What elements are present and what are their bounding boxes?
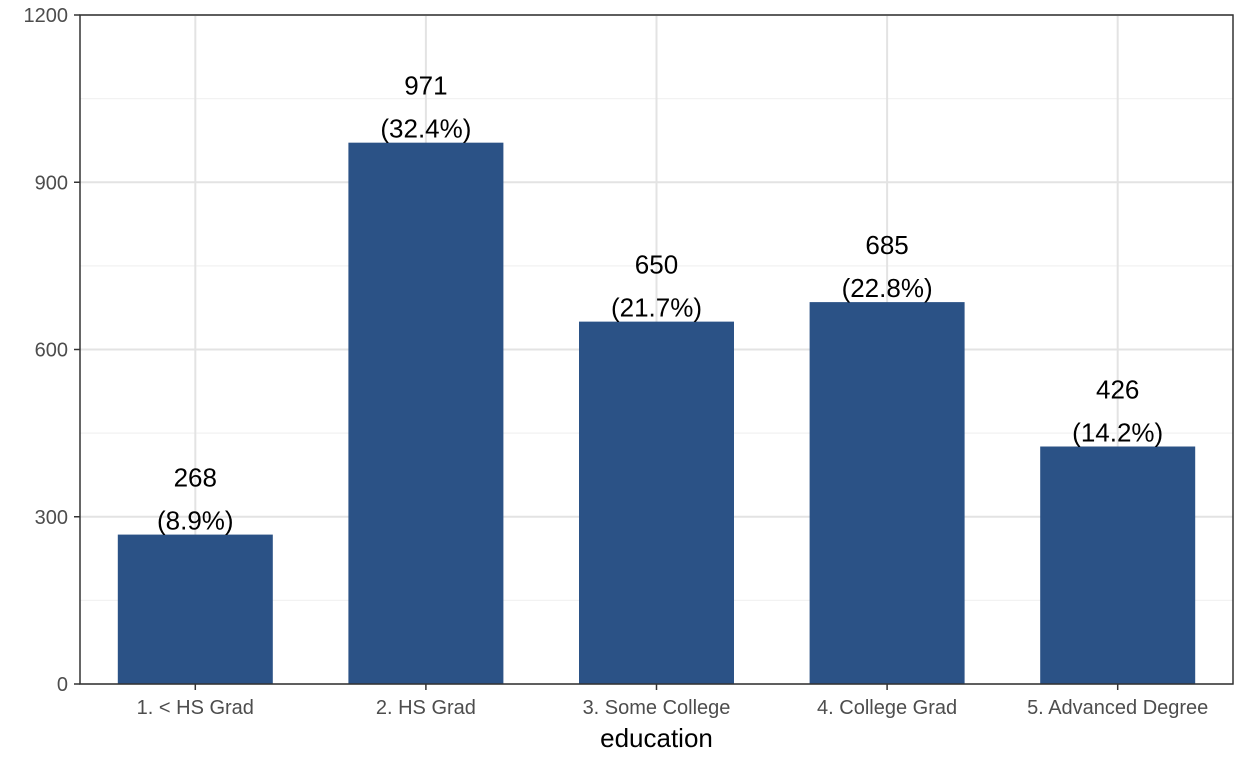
y-tick-label: 0: [57, 674, 68, 696]
y-tick-label: 300: [35, 507, 68, 529]
bar: [348, 142, 504, 685]
bar: [579, 321, 734, 684]
bar-value-label: 971: [404, 71, 447, 101]
bar-value-label: 426: [1096, 375, 1139, 405]
x-axis-title: education: [600, 723, 713, 753]
bar-percent-label: (8.9%): [157, 506, 234, 536]
bar: [809, 302, 965, 684]
bar-value-label: 650: [635, 250, 678, 280]
bars-layer: [117, 142, 1196, 685]
y-tick-label: 1200: [24, 5, 69, 27]
bar-percent-label: (32.4%): [380, 114, 471, 144]
bar-percent-label: (22.8%): [842, 273, 933, 303]
x-tick-label: 4. College Grad: [817, 697, 957, 719]
x-tick-label: 1. < HS Grad: [137, 697, 254, 719]
x-tick-label: 3. Some College: [583, 697, 731, 719]
bar-percent-label: (14.2%): [1072, 418, 1163, 448]
x-tick-label: 5. Advanced Degree: [1027, 697, 1208, 719]
x-tick-label: 2. HS Grad: [376, 697, 476, 719]
y-tick-label: 900: [35, 172, 68, 194]
y-tick-label: 600: [35, 340, 68, 362]
axis-layer: 0 300 600 900 1200 1. < HS Grad 2. HS Grad 3. S…: [24, 5, 1209, 719]
bar: [117, 534, 273, 684]
bar-value-label: 268: [174, 463, 217, 493]
bar-percent-label: (21.7%): [611, 293, 702, 323]
bar: [1040, 446, 1196, 684]
data-labels-layer: (8.9%) 268 (32.4%) 971 (21.7%) 650 (22.8%) 685 (…: [157, 71, 1163, 536]
bar-value-label: 685: [865, 230, 908, 260]
